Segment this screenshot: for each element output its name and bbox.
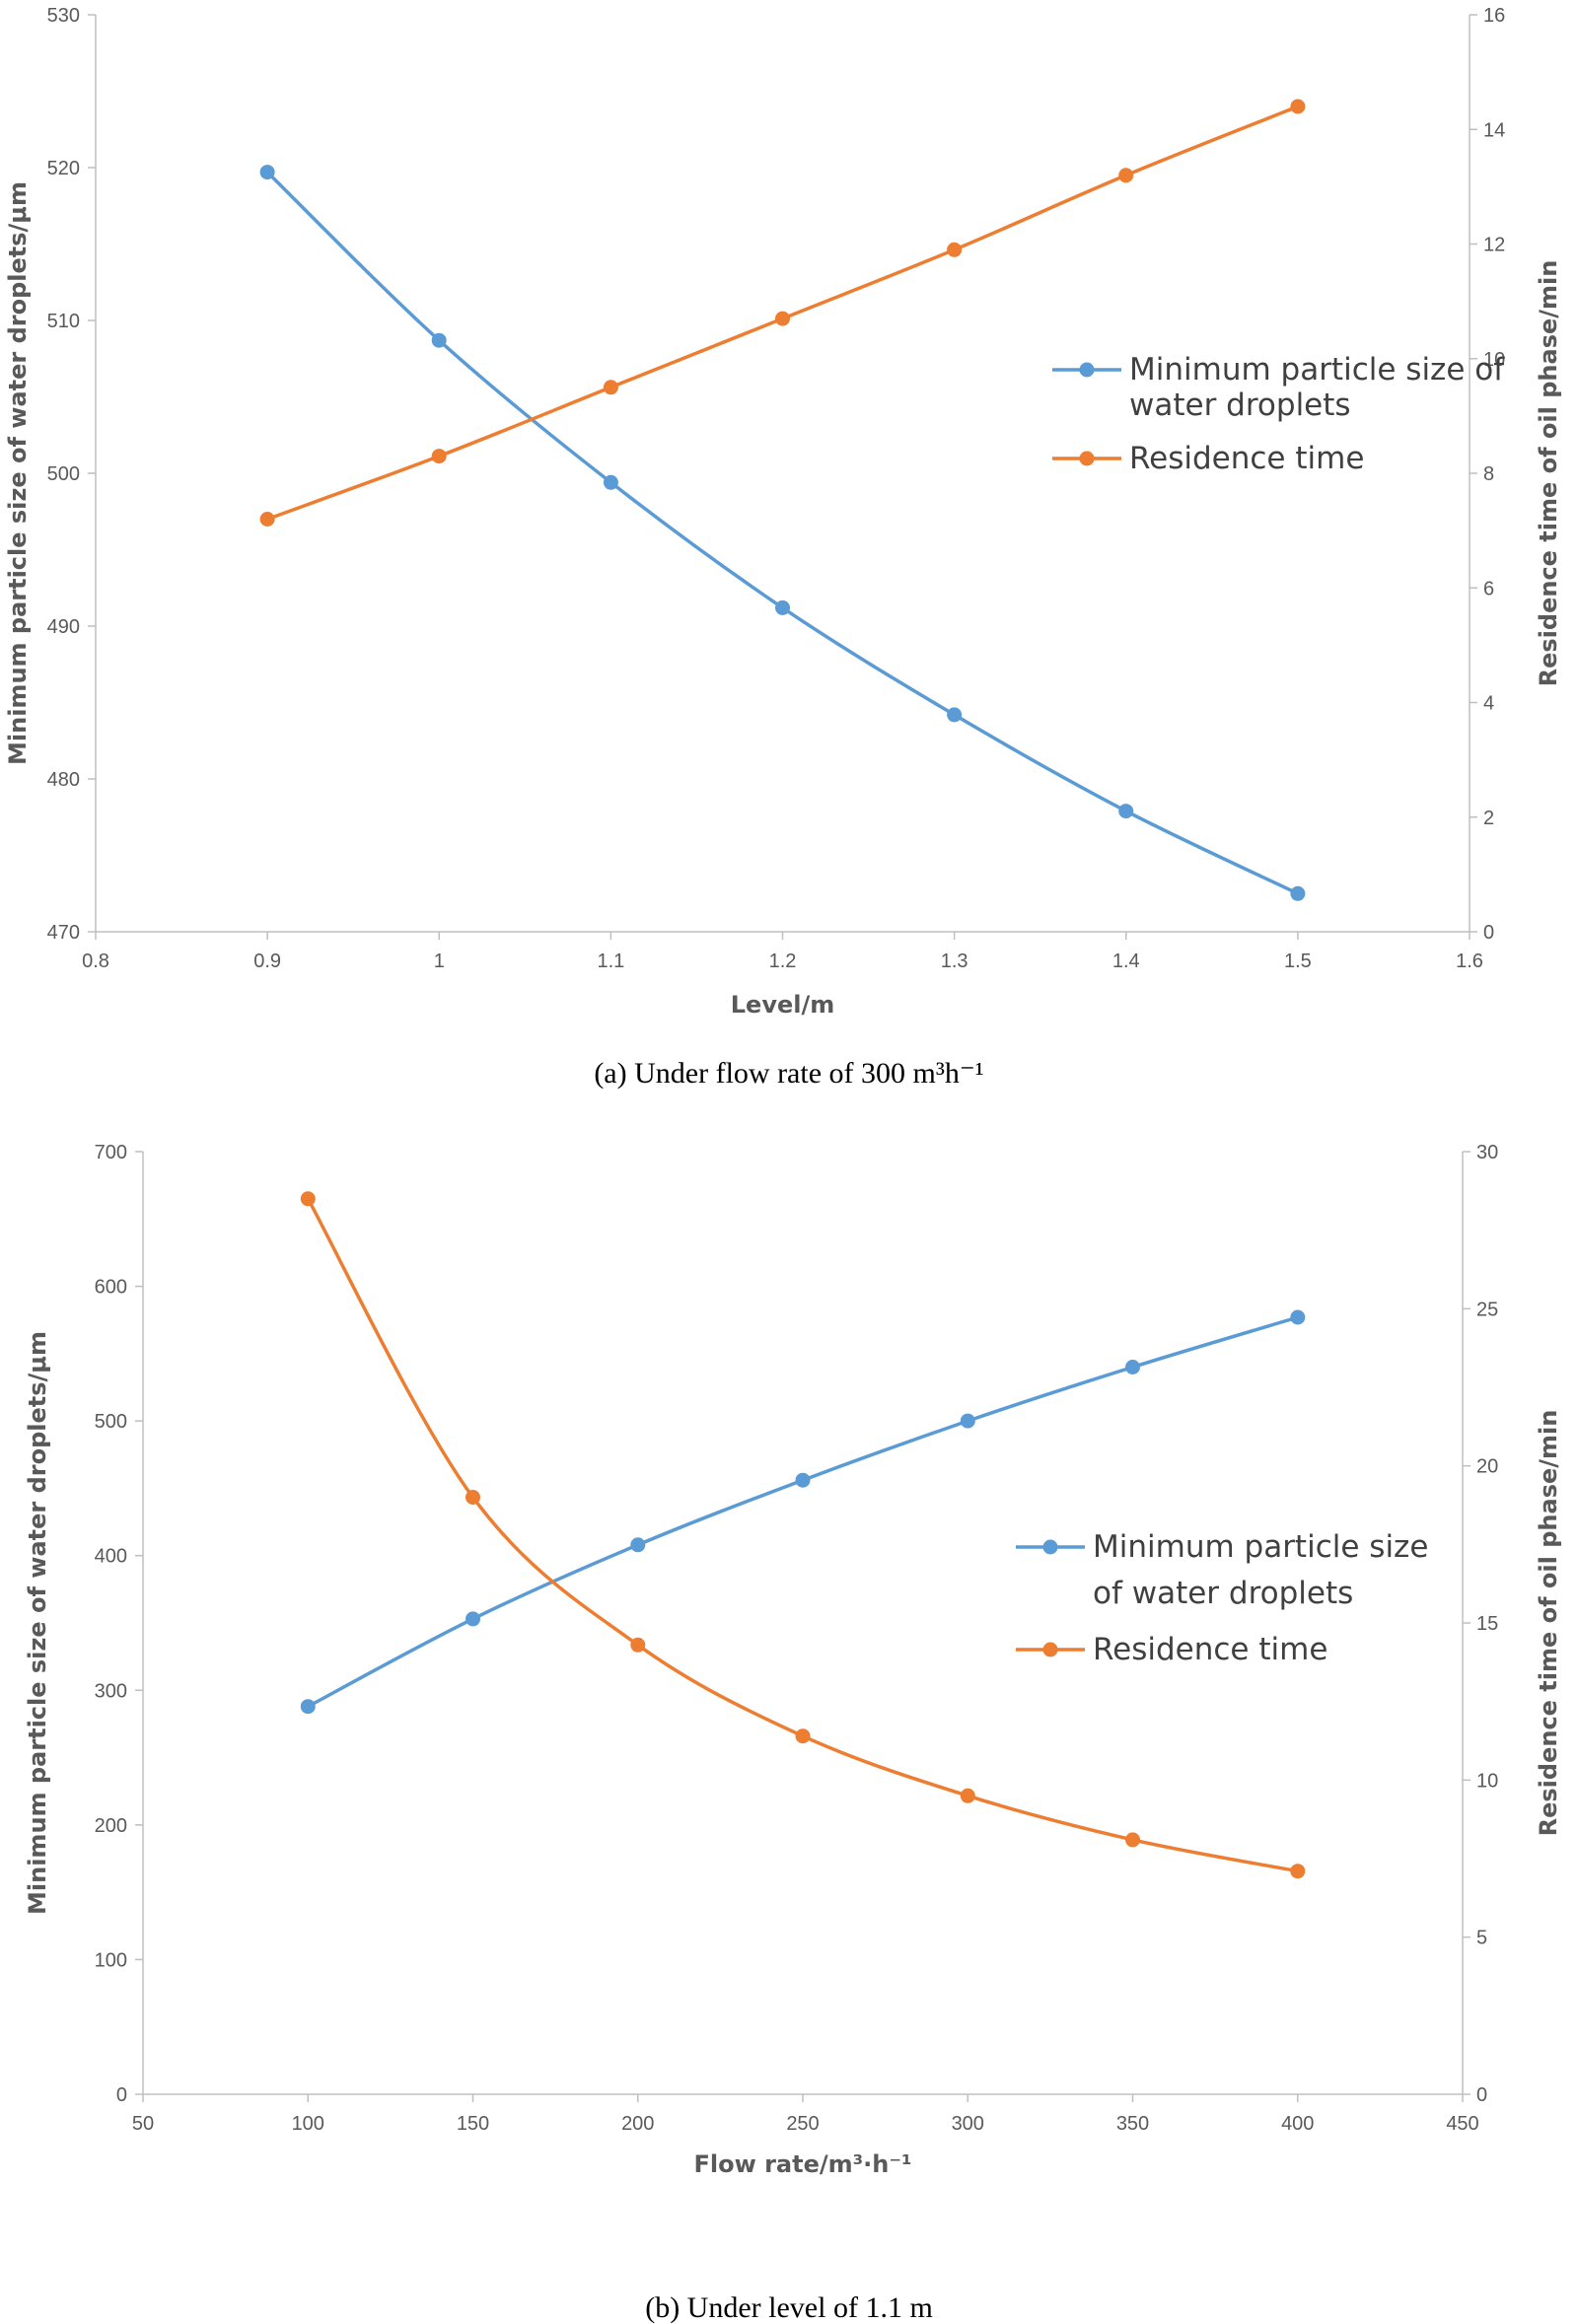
x-axis-title: Flow rate/m³·h⁻¹ [693, 2150, 911, 2178]
data-point-particle-size [603, 474, 618, 490]
legend-swatch-marker [1042, 1642, 1058, 1657]
x-tick-label: 150 [457, 2113, 489, 2135]
legend-label: Residence time [1129, 441, 1364, 476]
y2-tick-label: 10 [1483, 349, 1505, 371]
y-tick-label: 300 [95, 1680, 127, 1702]
legend-label: Minimum particle size [1093, 1529, 1428, 1565]
y-tick-label: 500 [95, 1411, 127, 1433]
y-tick-label: 500 [47, 463, 80, 485]
y-tick-label: 700 [95, 1142, 127, 1163]
y2-tick-label: 10 [1476, 1770, 1498, 1792]
data-point-residence-time [1125, 1832, 1140, 1848]
y-axis-title: Minimum particle size of water droplets/… [4, 181, 32, 765]
y2-tick-label: 15 [1476, 1613, 1498, 1635]
legend-label: Minimum particle size of [1129, 352, 1505, 387]
data-point-particle-size [1125, 1360, 1140, 1374]
y2-tick-label: 25 [1476, 1299, 1498, 1320]
y-tick-label: 0 [116, 2084, 127, 2106]
data-point-residence-time [1290, 1864, 1306, 1879]
x-tick-label: 1.4 [1112, 951, 1140, 972]
x-tick-label: 1 [434, 951, 445, 972]
x-tick-label: 1.2 [769, 951, 797, 972]
caption-b: (b) Under level of 1.1 m [645, 2291, 933, 2324]
x-axis-title: Level/m [731, 991, 835, 1019]
data-point-residence-time [466, 1490, 480, 1505]
data-point-residence-time [1290, 99, 1306, 114]
x-tick-label: 250 [786, 2113, 819, 2135]
y2-tick-label: 8 [1483, 463, 1494, 485]
data-point-particle-size [775, 599, 790, 615]
x-tick-label: 350 [1116, 2113, 1149, 2135]
data-point-particle-size [1290, 885, 1306, 901]
y2-axis-title: Residence time of oil phase/min [1535, 260, 1562, 687]
y-tick-label: 600 [95, 1277, 127, 1299]
y2-tick-label: 5 [1476, 1928, 1487, 1949]
y2-tick-label: 16 [1483, 5, 1505, 27]
caption-a: (a) Under flow rate of 300 m³h⁻¹ [594, 1057, 983, 1090]
y2-tick-label: 2 [1483, 808, 1494, 829]
y2-tick-label: 20 [1476, 1456, 1498, 1478]
data-point-particle-size [630, 1537, 646, 1553]
y2-tick-label: 14 [1483, 119, 1505, 141]
series-line-particle-size [265, 170, 1300, 896]
x-tick-label: 1.6 [1456, 951, 1483, 972]
data-point-residence-time [603, 380, 618, 395]
x-tick-label: 400 [1281, 2113, 1314, 2135]
legend-swatch-marker [1079, 451, 1095, 466]
chart-a: 0.8 0.9 1 1.1 1.2 1.3 1.4 1.5 1.6470480490500510… [4, 5, 1562, 1019]
x-tick-label: 1.5 [1284, 951, 1312, 972]
legend-swatch-marker [1079, 362, 1095, 378]
legend-label: water droplets [1129, 387, 1351, 423]
data-point-residence-time [300, 1191, 316, 1207]
x-tick-label: 200 [621, 2113, 654, 2135]
data-point-particle-size [259, 165, 275, 180]
y-tick-label: 510 [47, 311, 80, 332]
y2-tick-label: 0 [1483, 922, 1494, 944]
data-point-particle-size [466, 1611, 480, 1627]
y2-tick-label: 0 [1476, 2084, 1487, 2106]
data-point-residence-time [960, 1788, 975, 1803]
legend-label: Residence time [1093, 1632, 1327, 1667]
data-point-residence-time [630, 1637, 646, 1653]
data-point-residence-time [1118, 168, 1134, 183]
legend-label: of water droplets [1093, 1576, 1353, 1611]
x-tick-label: 1.1 [597, 951, 624, 972]
y-tick-label: 520 [47, 158, 80, 179]
data-point-particle-size [300, 1699, 316, 1715]
x-tick-label: 0.8 [82, 951, 109, 972]
y-tick-label: 480 [47, 769, 80, 791]
data-point-particle-size [1118, 804, 1134, 819]
data-point-particle-size [947, 707, 963, 723]
data-point-particle-size [431, 332, 447, 348]
data-point-residence-time [259, 512, 275, 527]
data-point-residence-time [431, 449, 447, 464]
x-tick-label: 1.3 [941, 951, 968, 972]
data-point-residence-time [775, 311, 790, 326]
y2-tick-label: 4 [1483, 693, 1494, 715]
data-point-particle-size [960, 1413, 975, 1429]
y2-axis-title: Residence time of oil phase/min [1535, 1410, 1562, 1837]
y-tick-label: 200 [95, 1815, 127, 1837]
x-tick-label: 50 [132, 2113, 154, 2135]
y-tick-label: 530 [47, 5, 80, 27]
data-point-residence-time [795, 1728, 811, 1744]
y-axis-title: Minimum particle size of water droplets/… [24, 1331, 51, 1915]
y2-tick-label: 12 [1483, 235, 1505, 256]
y2-tick-label: 6 [1483, 578, 1494, 599]
chart-b: 50 100 150 200 250 300 350 400 45001002003004005… [24, 1142, 1562, 2178]
x-tick-label: 300 [952, 2113, 984, 2135]
y2-tick-label: 30 [1476, 1142, 1498, 1163]
legend-swatch-marker [1042, 1539, 1058, 1555]
x-tick-label: 0.9 [253, 951, 281, 972]
data-point-residence-time [947, 242, 963, 257]
y-tick-label: 400 [95, 1546, 127, 1568]
x-tick-label: 100 [292, 2113, 324, 2135]
y-tick-label: 100 [95, 1949, 127, 1971]
data-point-particle-size [795, 1472, 811, 1488]
x-tick-label: 450 [1446, 2113, 1478, 2135]
y-tick-label: 470 [47, 922, 80, 944]
data-point-particle-size [1290, 1309, 1306, 1325]
y-tick-label: 490 [47, 616, 80, 638]
